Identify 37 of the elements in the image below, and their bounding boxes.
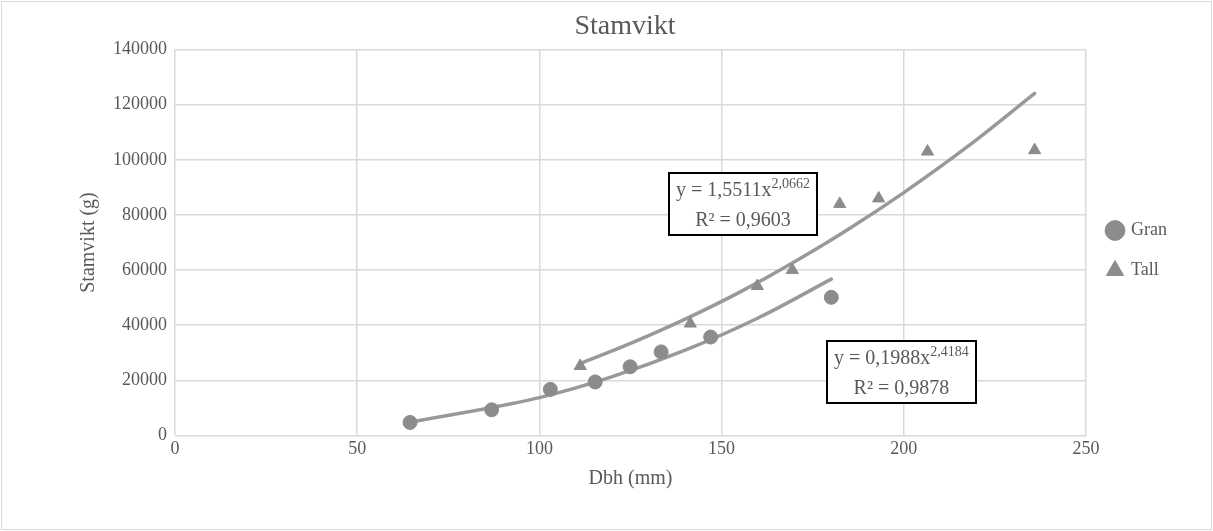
y-tick-label: 100000 <box>113 148 167 169</box>
point <box>683 316 697 328</box>
x-tick-label: 250 <box>1072 437 1100 458</box>
y-tick-label: 60000 <box>122 258 167 279</box>
x-tick-label: 100 <box>525 437 553 458</box>
y-tick-label: 40000 <box>122 313 167 334</box>
point <box>573 358 587 370</box>
x-tick-label: 50 <box>348 437 367 458</box>
point <box>622 359 638 375</box>
chart-title: Stamvikt <box>574 9 676 41</box>
point <box>833 196 847 208</box>
point <box>823 289 839 305</box>
y-tick-label: 140000 <box>113 38 167 59</box>
legend-label: Tall <box>1131 259 1159 280</box>
point <box>750 278 764 291</box>
x-tick-label: 150 <box>708 437 736 458</box>
point <box>587 374 603 390</box>
point <box>402 414 418 430</box>
point <box>703 329 719 345</box>
point <box>872 190 886 203</box>
annotation: y = 1,5511x$^{2,0662}$ R² = 0,9603 <box>676 175 811 232</box>
point <box>542 381 558 397</box>
point <box>484 402 500 418</box>
point <box>653 344 669 360</box>
point <box>920 144 935 156</box>
x-tick-label: 200 <box>890 437 918 458</box>
point <box>1028 142 1042 155</box>
annotation: y = 0,1988x$^{2,4184}$ R² = 0,9878 <box>834 343 969 400</box>
y-tick-label: 120000 <box>113 93 167 114</box>
x-axis-title: Dbh (mm) <box>588 466 673 490</box>
y-tick-label: 0 <box>158 424 167 445</box>
x-tick-label: 0 <box>170 437 180 458</box>
y-tick-label: 80000 <box>122 203 167 224</box>
point <box>785 262 799 275</box>
y-tick-label: 20000 <box>122 369 167 390</box>
legend-label: Gran <box>1131 219 1167 240</box>
y-axis-title: Stamvikt (g) <box>76 192 100 293</box>
